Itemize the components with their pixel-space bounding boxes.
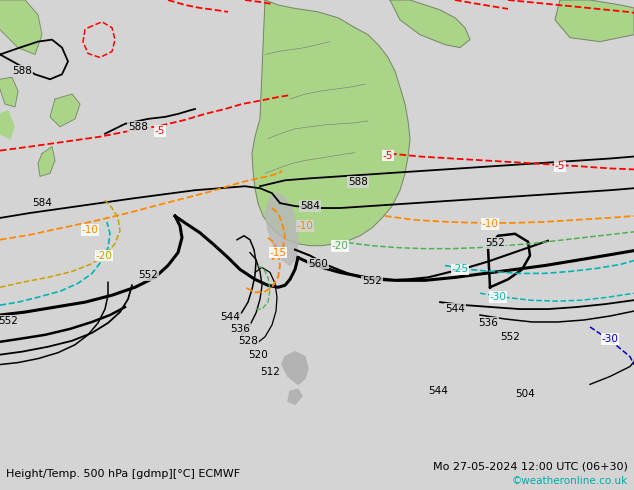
Polygon shape	[390, 0, 470, 48]
Text: 560: 560	[308, 259, 328, 269]
Polygon shape	[252, 0, 410, 245]
Text: -20: -20	[332, 241, 349, 251]
Text: -10: -10	[297, 221, 313, 231]
Text: -5: -5	[383, 150, 393, 161]
Text: 528: 528	[238, 336, 258, 346]
Text: 552: 552	[0, 316, 18, 326]
Polygon shape	[50, 94, 80, 127]
Text: 536: 536	[230, 324, 250, 334]
Polygon shape	[282, 352, 308, 384]
Text: Height/Temp. 500 hPa [gdmp][°C] ECMWF: Height/Temp. 500 hPa [gdmp][°C] ECMWF	[6, 469, 240, 479]
Text: 584: 584	[300, 201, 320, 211]
Text: 552: 552	[138, 270, 158, 280]
Text: -10: -10	[482, 219, 498, 229]
Polygon shape	[555, 0, 634, 42]
Text: -5: -5	[555, 161, 565, 172]
Text: -10: -10	[82, 225, 98, 235]
Text: -20: -20	[96, 250, 112, 261]
Text: 544: 544	[428, 386, 448, 396]
Polygon shape	[0, 0, 42, 54]
Text: 544: 544	[445, 304, 465, 314]
Text: 504: 504	[515, 389, 535, 399]
Text: -30: -30	[602, 334, 618, 344]
Text: 544: 544	[220, 312, 240, 322]
Text: 552: 552	[500, 332, 520, 342]
Text: 584: 584	[32, 198, 52, 208]
Polygon shape	[0, 111, 14, 139]
Text: 588: 588	[12, 66, 32, 76]
Polygon shape	[265, 193, 298, 266]
Text: Mo 27-05-2024 12:00 UTC (06+30): Mo 27-05-2024 12:00 UTC (06+30)	[433, 462, 628, 471]
Text: -30: -30	[489, 292, 507, 302]
Text: -15: -15	[269, 247, 287, 258]
Text: 536: 536	[478, 318, 498, 328]
Text: 588: 588	[128, 122, 148, 132]
Polygon shape	[38, 147, 55, 176]
Text: 512: 512	[260, 368, 280, 377]
Text: 520: 520	[248, 350, 268, 360]
Polygon shape	[0, 77, 18, 107]
Polygon shape	[288, 390, 302, 404]
Text: 588: 588	[348, 177, 368, 187]
Text: 552: 552	[362, 276, 382, 286]
Text: ©weatheronline.co.uk: ©weatheronline.co.uk	[512, 476, 628, 486]
Text: -25: -25	[451, 265, 469, 274]
Text: 552: 552	[485, 238, 505, 248]
Text: -5: -5	[155, 126, 165, 136]
